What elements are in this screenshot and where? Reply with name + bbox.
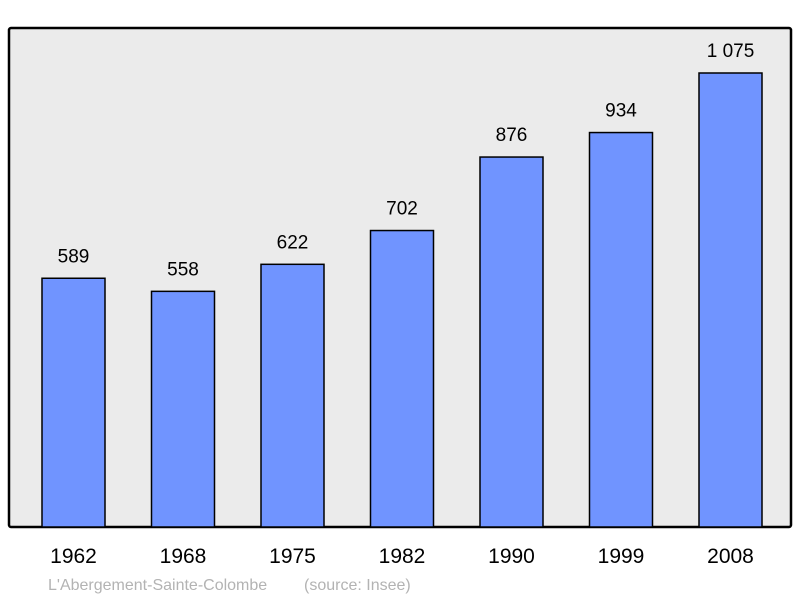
- bar-2008: [698, 72, 763, 528]
- bar-1975: [260, 263, 325, 528]
- value-label: 1 075: [707, 41, 755, 62]
- x-tick-label: 1999: [598, 545, 645, 568]
- bar-1990: [479, 156, 544, 528]
- value-label: 876: [496, 125, 528, 146]
- value-label: 702: [386, 199, 418, 220]
- value-label: 589: [58, 246, 90, 267]
- bar-1999: [588, 131, 654, 528]
- x-tick-label: 1975: [269, 545, 316, 568]
- bar-1968: [150, 290, 216, 528]
- value-label: 558: [167, 259, 199, 280]
- value-label: 622: [277, 232, 309, 253]
- x-tick-label: 1982: [379, 545, 426, 568]
- x-tick-label: 1990: [488, 545, 535, 568]
- footer-place: L'Abergement-Sainte-Colombe: [48, 577, 267, 594]
- x-tick-label: 1968: [160, 545, 207, 568]
- bar-1962: [41, 277, 106, 528]
- x-tick-label: 2008: [707, 545, 754, 568]
- bar-1982: [369, 229, 435, 528]
- footer-source: (source: Insee): [304, 577, 411, 594]
- x-tick-label: 1962: [50, 545, 97, 568]
- value-label: 934: [605, 101, 637, 122]
